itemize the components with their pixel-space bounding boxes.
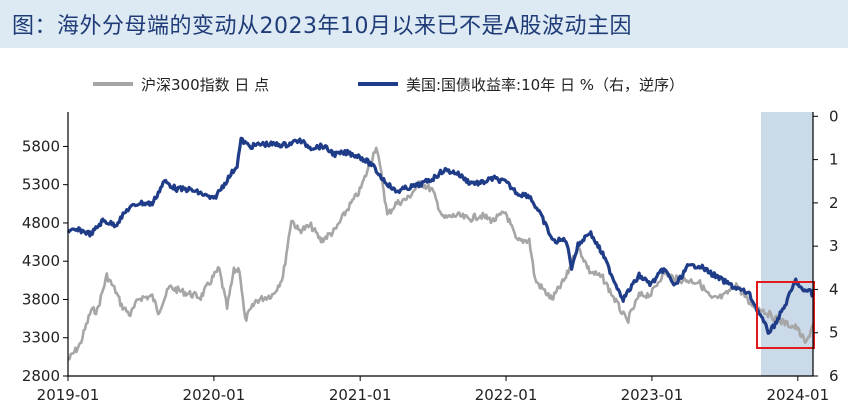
y-left-tick-label: 5300 — [22, 176, 60, 194]
x-tick-label: 2023-01 — [621, 386, 684, 404]
legend-item-csi300: 沪深300指数 日 点 — [93, 72, 269, 96]
x-tick-label: 2022-01 — [475, 386, 538, 404]
y-right-tick-label: 1 — [829, 151, 839, 169]
y-left-tick-label: 2800 — [22, 367, 60, 385]
chart-title: 图：海外分母端的变动从2023年10月以来已不是A股波动主因 — [12, 14, 633, 39]
x-tick-label: 2020-01 — [183, 386, 246, 404]
x-tick-label: 2019-01 — [37, 386, 100, 404]
y-right-tick-label: 2 — [829, 194, 839, 212]
y-right-tick-label: 6 — [829, 367, 839, 385]
legend-item-yield: 美国:国债收益率:10年 日 %（右，逆序） — [358, 72, 684, 96]
legend-swatch-yield — [358, 82, 398, 86]
legend-label-csi300: 沪深300指数 日 点 — [141, 75, 270, 94]
y-left-tick-label: 4300 — [22, 252, 60, 270]
chart-plot: 2800 3300 3800 4300 4800 5300 5800 0 1 2 3 4 5 6 2019-… — [22, 107, 839, 404]
highlight-band — [761, 112, 813, 376]
y-left-tick-label: 4800 — [22, 214, 60, 232]
y-left-tick-label: 3300 — [22, 329, 60, 347]
y-right-tick-label: 5 — [829, 324, 839, 342]
y-right-tick-label: 3 — [829, 237, 839, 255]
legend: 沪深300指数 日 点 美国:国债收益率:10年 日 %（右，逆序） — [0, 72, 848, 96]
x-tick-label: 2021-01 — [329, 386, 392, 404]
x-tick-label: 2024-01 — [766, 386, 829, 404]
legend-swatch-csi300 — [93, 82, 133, 86]
y-left-tick-label: 5800 — [22, 137, 60, 155]
y-right-tick-label: 4 — [829, 280, 839, 298]
series-line-csi300 — [67, 146, 815, 361]
y-left-tick-label: 3800 — [22, 290, 60, 308]
legend-label-yield: 美国:国债收益率:10年 日 %（右，逆序） — [406, 75, 684, 94]
series-line-yield — [66, 136, 815, 335]
y-right-tick-label: 0 — [829, 107, 839, 125]
highlight-box — [756, 281, 815, 349]
title-bar: 图：海外分母端的变动从2023年10月以来已不是A股波动主因 — [0, 0, 848, 48]
